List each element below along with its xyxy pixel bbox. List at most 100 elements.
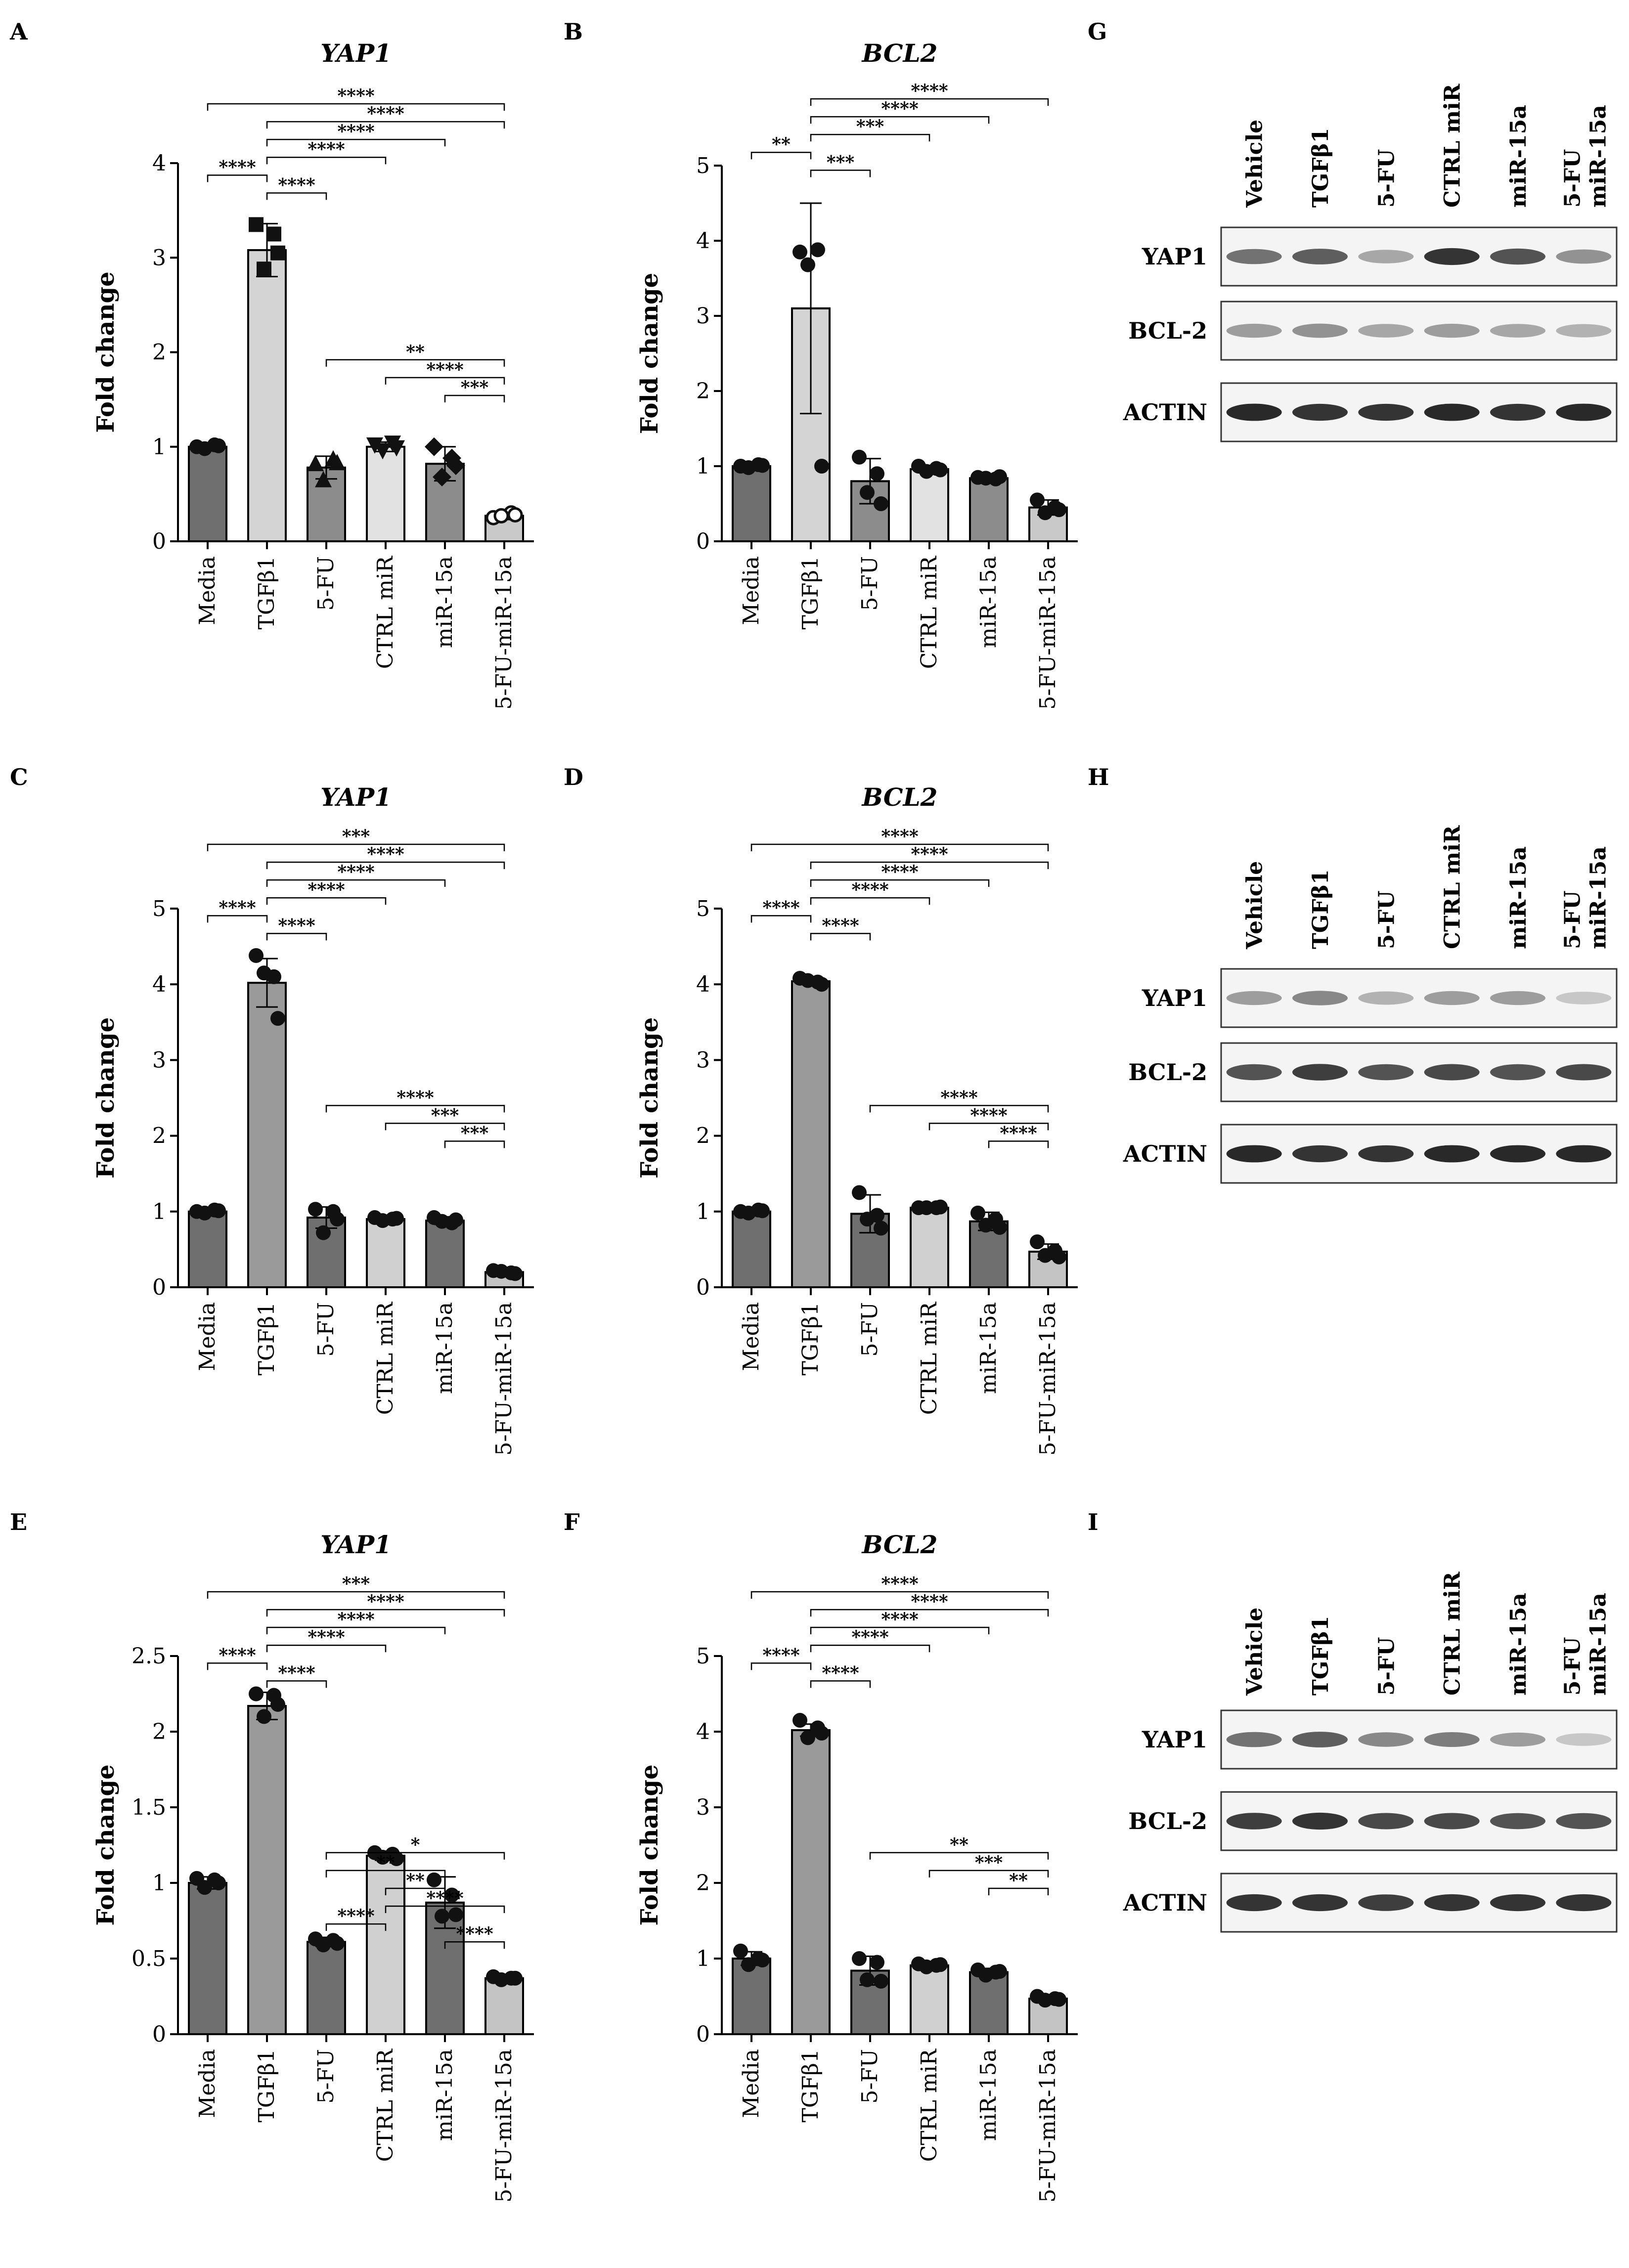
significance-label: ****: [367, 103, 404, 124]
significance-label: ****: [881, 1573, 918, 1594]
panel-label: D: [564, 764, 583, 790]
data-point: [427, 1872, 441, 1887]
panel-label: B: [564, 18, 583, 45]
bar-0: [188, 1210, 227, 1289]
data-point: [330, 1936, 345, 1951]
significance-bracket: [385, 1905, 505, 1914]
significance-bracket: [266, 897, 387, 905]
significance-label: **: [406, 342, 425, 362]
data-point: [197, 1205, 212, 1221]
significance-label: ****: [851, 879, 888, 900]
significance-bracket: [325, 1105, 505, 1113]
significance-bracket: [207, 915, 268, 923]
significance-bracket: [266, 156, 387, 165]
data-point: [435, 1909, 449, 1924]
lane-label: TGFβ1: [1308, 870, 1333, 949]
blot-band: [1556, 249, 1612, 264]
significance-bracket: [750, 1662, 812, 1670]
data-point: [389, 1211, 404, 1226]
significance-bracket: [750, 915, 812, 923]
bar-3: [910, 1964, 949, 2036]
data-point: [494, 1264, 509, 1279]
data-point: [308, 1202, 323, 1217]
significance-label: ****: [881, 98, 918, 119]
significance-bracket: [266, 1626, 446, 1635]
significance-bracket: [810, 1609, 1049, 1617]
data-point: [197, 441, 212, 456]
significance-label: ***: [461, 377, 489, 398]
significance-label: ****: [426, 1888, 463, 1909]
x-tick-label: miR-15a: [976, 1302, 1001, 1394]
significance-bracket: [266, 192, 327, 200]
y-tick-label: 4: [152, 151, 166, 176]
data-point: [755, 458, 770, 473]
y-tick-label: 5: [696, 1644, 710, 1669]
x-tick-label: 5-FU-miR-15a: [1035, 1302, 1060, 1456]
data-point: [1052, 1249, 1066, 1265]
significance-label: ****: [456, 1923, 493, 1944]
significance-label: ****: [308, 1627, 345, 1648]
significance-label: ****: [308, 879, 345, 900]
blot-band: [1556, 403, 1612, 421]
significance-bracket: [810, 897, 930, 905]
data-point: [316, 1937, 331, 1953]
blot-band: [1358, 1813, 1414, 1830]
x-tick-label: 5-FU: [857, 2049, 882, 2103]
panel-label: G: [1088, 18, 1107, 45]
lane-label: 5-FU: [1560, 891, 1585, 950]
y-tick-label: 1: [696, 1946, 710, 1971]
lane-label: Vehicle: [1242, 1608, 1268, 1696]
panel-label: F: [564, 1509, 580, 1535]
lane-label: 5-FU: [1560, 1637, 1585, 1696]
significance-bracket: [207, 174, 268, 182]
significance-bracket: [266, 933, 327, 941]
bar-1: [791, 1729, 831, 2035]
significance-bracket: [869, 1852, 1049, 1860]
x-tick-label: TGFβ1: [798, 2049, 823, 2122]
data-point: [197, 1880, 212, 1895]
data-point: [507, 507, 523, 523]
significance-label: **: [950, 1834, 969, 1855]
data-point: [508, 1266, 523, 1281]
y-axis-label: Fold change: [92, 1017, 120, 1178]
significance-label: ***: [975, 1852, 1003, 1873]
significance-label: ****: [881, 1609, 918, 1630]
blot-strip: [1220, 226, 1618, 287]
significance-label: ***: [342, 1573, 370, 1594]
data-point: [874, 1221, 888, 1236]
significance-bracket: [928, 1870, 1049, 1877]
lane-label: 5-FU: [1374, 149, 1399, 208]
blot-band: [1358, 991, 1414, 1005]
chart-panel-a: A YAP1 0 1 2 3 4 Fold change Media TGFβ1 5-FU CTRL …: [9, 18, 534, 710]
x-tick-label: Media: [195, 2049, 220, 2118]
significance-label: ****: [278, 1662, 315, 1683]
y-tick-label: 2: [152, 1719, 166, 1745]
data-point: [792, 1713, 807, 1728]
data-point: [375, 1213, 390, 1228]
significance-label: ****: [940, 1087, 977, 1108]
data-point: [755, 1203, 770, 1219]
blot-band: [1226, 1064, 1282, 1081]
blot-band: [1226, 991, 1282, 1005]
lane-label: 5-FU: [1560, 149, 1585, 208]
data-point: [741, 460, 756, 476]
bar-0: [188, 1882, 227, 2035]
data-point: [919, 464, 934, 479]
blot-band: [1424, 248, 1480, 265]
significance-label: ****: [881, 826, 918, 847]
bar-0: [732, 1210, 771, 1289]
chart-title: YAP1: [320, 1530, 392, 1559]
data-point: [374, 443, 391, 460]
blot-strip: [1220, 968, 1618, 1028]
blot-band: [1424, 1732, 1480, 1747]
blot-strip: [1220, 1042, 1618, 1102]
data-point: [315, 471, 332, 487]
y-tick-label: 3: [152, 1047, 166, 1073]
significance-label: ****: [851, 1627, 888, 1648]
data-point: [919, 1959, 934, 1974]
significance-label: ****: [337, 86, 374, 106]
significance-label: ****: [762, 897, 799, 918]
data-point: [992, 469, 1007, 484]
significance-bracket: [207, 1591, 505, 1599]
